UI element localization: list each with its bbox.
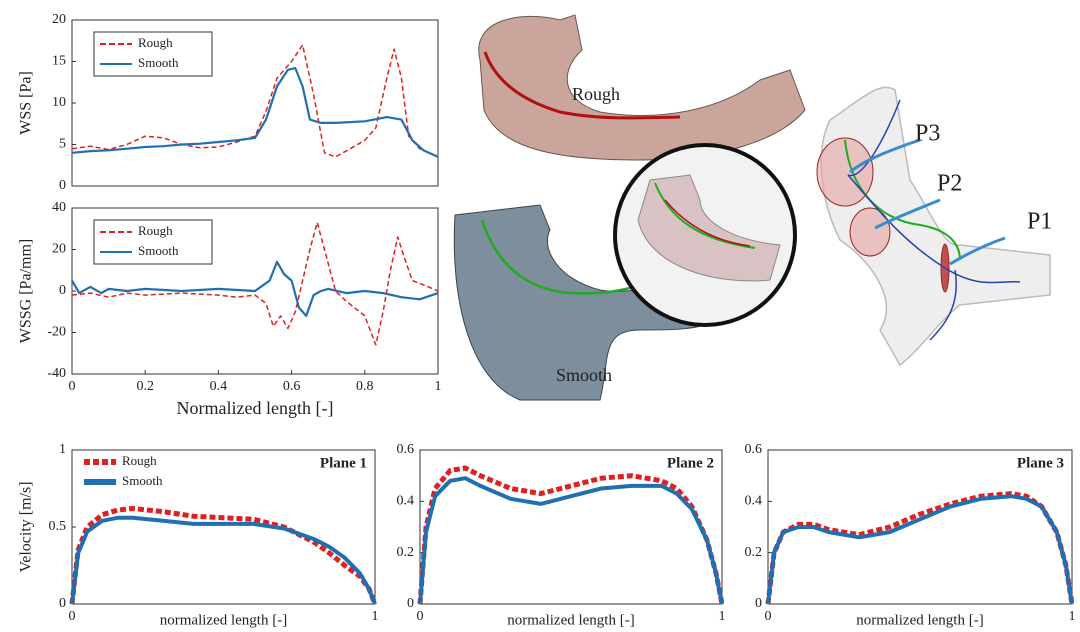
legend-label: Rough [138,35,173,50]
series-line [417,465,725,605]
x-tick-label: 1 [719,609,726,624]
series-line [418,476,724,605]
y-tick-label: 0.4 [397,494,415,509]
plane-label: P3 [915,121,940,147]
legend-label: Smooth [122,473,163,488]
smooth-label: Smooth [556,365,612,385]
vessel-transparent: P3 P2 P1 [816,86,1052,367]
x-axis-label: normalized length [-] [160,612,287,628]
series-line [70,515,377,605]
legend-label: Rough [138,223,173,238]
series-line [71,260,439,317]
y-tick-label: 0 [755,596,762,611]
series-line [71,221,439,346]
y-tick-label: -40 [47,366,66,381]
y-tick-label: 0 [59,283,66,298]
zoom-inset [613,143,797,327]
y-tick-label: 20 [52,12,66,27]
y-tick-label: 0 [59,178,66,193]
chart-title: Plane 3 [1017,455,1064,471]
chart-title: Plane 1 [320,455,367,471]
x-tick-label: 0.4 [210,379,228,394]
y-tick-label: 0.6 [397,442,415,457]
y-axis-label: WSSG [Pa/mm] [18,239,35,343]
series-line [766,494,1074,605]
x-tick-label: 0.2 [136,379,154,394]
y-tick-label: 0.5 [49,519,67,534]
y-axis-label: Velocity [m/s] [18,481,35,572]
y-tick-label: 15 [52,54,66,69]
plot-frame [71,449,376,605]
x-tick-label: 1 [435,379,442,394]
x-axis-label: normalized length [-] [507,612,634,628]
rough-label: Rough [572,84,620,104]
y-tick-label: 40 [52,200,66,215]
x-axis-label: normalized length [-] [856,612,983,628]
vessel-rough [478,14,806,161]
x-tick-label: 0.6 [283,379,301,394]
y-tick-label: 0.2 [745,545,763,560]
y-axis-label: WSS [Pa] [18,71,35,135]
plot-frame [419,449,723,605]
x-tick-label: 0.8 [356,379,374,394]
y-tick-label: 5 [59,137,66,152]
x-tick-label: 1 [1069,609,1076,624]
x-axis-label: Normalized length [-] [177,398,334,418]
y-tick-label: 0.2 [397,545,415,560]
x-tick-label: 0 [765,609,772,624]
legend-label: Rough [122,453,157,468]
plane-label: P1 [1027,209,1052,235]
series-line [71,67,439,158]
x-tick-label: 1 [372,609,379,624]
series-line [765,491,1075,605]
legend-frame [93,219,213,265]
x-tick-label: 0 [417,609,424,624]
plane-label: P2 [937,171,962,197]
legend-label: Smooth [138,55,179,70]
x-tick-label: 0 [69,609,76,624]
series-line [69,506,378,605]
y-tick-label: -20 [47,325,66,340]
legend-label: Smooth [138,243,179,258]
y-tick-label: 0 [59,596,66,611]
y-tick-label: 20 [52,242,66,257]
y-tick-label: 1 [59,442,66,457]
y-tick-label: 0.6 [745,442,763,457]
legend-frame [93,31,213,77]
plot-frame [767,449,1073,605]
series-line [71,44,439,158]
chart-title: Plane 2 [667,455,714,471]
y-tick-label: 0 [407,596,414,611]
y-tick-label: 10 [52,95,66,110]
y-tick-label: 0.4 [745,494,763,509]
x-tick-label: 0 [69,379,76,394]
